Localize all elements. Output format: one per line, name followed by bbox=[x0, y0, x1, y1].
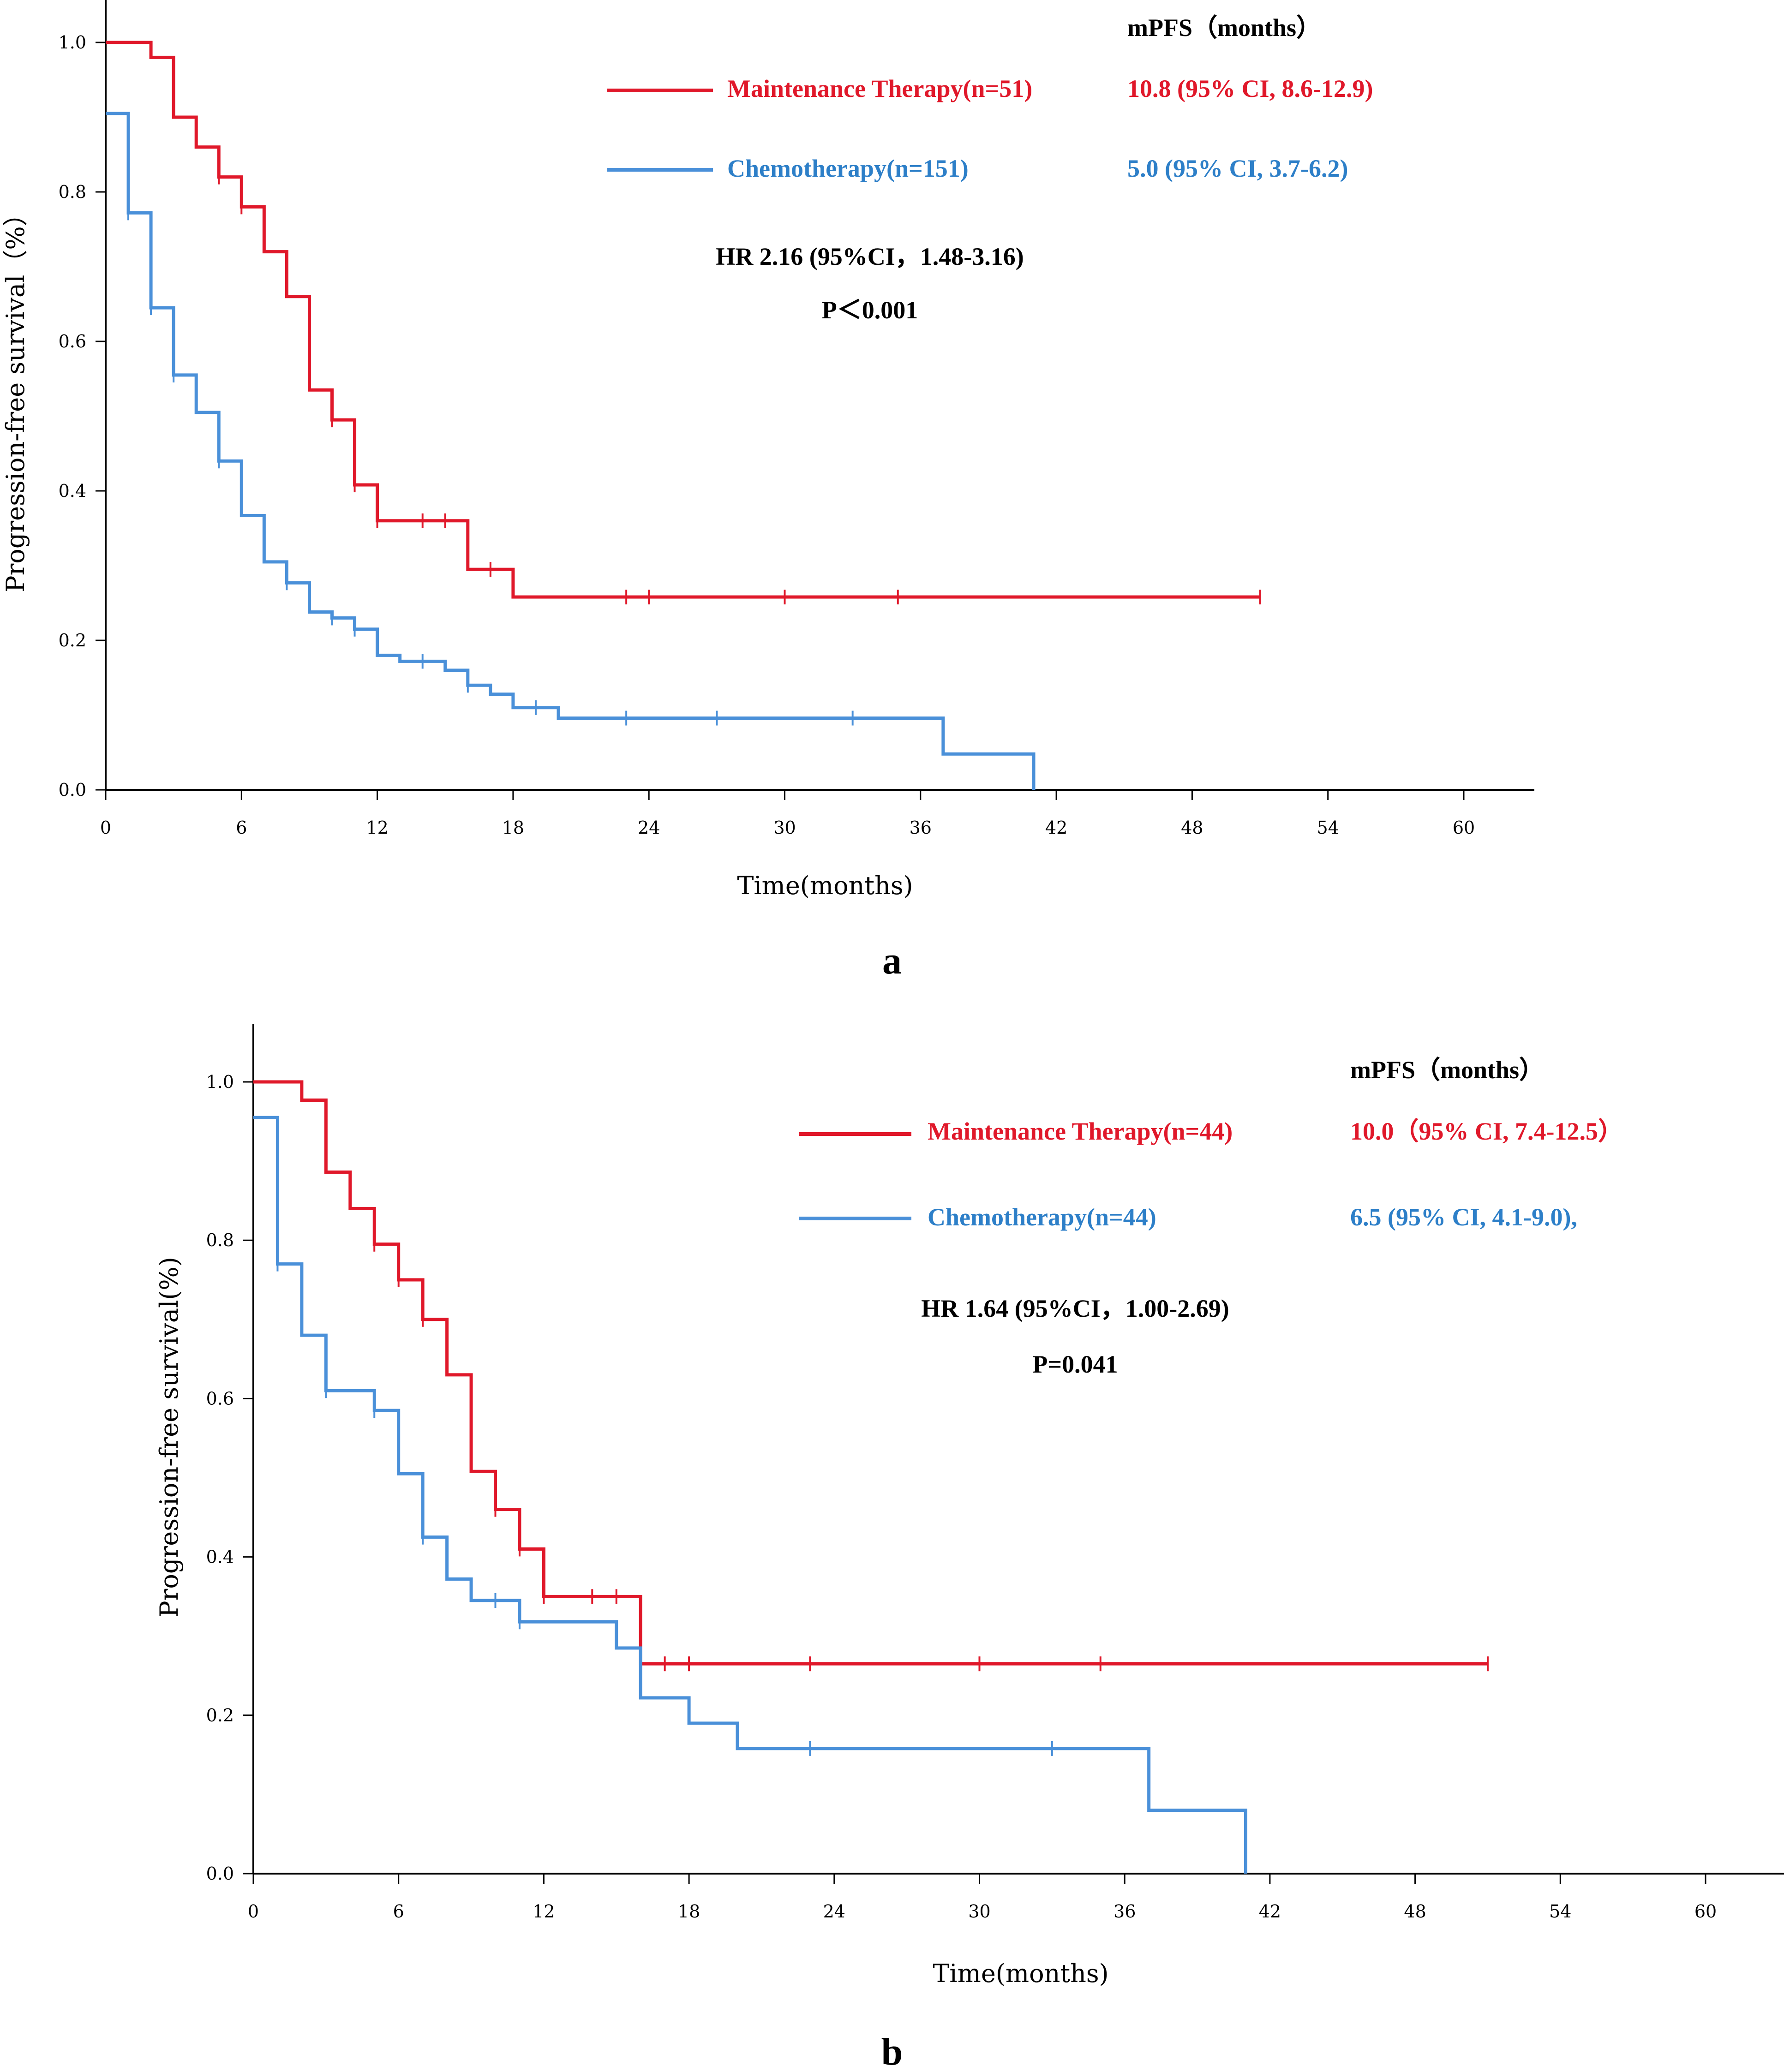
y-tick-label: 0.0 bbox=[59, 780, 86, 800]
x-tick-label: 54 bbox=[1317, 818, 1339, 838]
x-tick-label: 6 bbox=[393, 1901, 404, 1922]
x-tick-label: 48 bbox=[1181, 818, 1203, 838]
y-axis-title: Progression-free survival(%) bbox=[155, 1257, 184, 1618]
legend-mpfs-chemotherapy: 6.5 (95% CI, 4.1-9.0), bbox=[1350, 1203, 1577, 1231]
y-tick-label: 1.0 bbox=[206, 1072, 234, 1092]
x-tick-label: 30 bbox=[773, 818, 796, 838]
legend-label-chemotherapy: Chemotherapy(n=44) bbox=[928, 1203, 1156, 1231]
legend-label-chemotherapy: Chemotherapy(n=151) bbox=[727, 155, 969, 182]
x-tick-label: 36 bbox=[910, 818, 932, 838]
x-tick-label: 42 bbox=[1259, 1901, 1281, 1922]
km-curve-chemotherapy bbox=[253, 1116, 1247, 1874]
x-tick-label: 0 bbox=[100, 818, 111, 838]
panel-label: a bbox=[882, 939, 902, 982]
x-tick-label: 48 bbox=[1404, 1901, 1426, 1922]
panel-a: Progression-free survival（%） Time(months… bbox=[1, 0, 1534, 982]
y-tick-label: 0.4 bbox=[59, 481, 86, 501]
panel-b: Progression-free survival(%) Time(months… bbox=[155, 1024, 1784, 2072]
hazard-ratio: HR 2.16 (95%CI，1.48-3.16) bbox=[716, 243, 1024, 270]
x-tick-label: 12 bbox=[366, 818, 388, 838]
km-curve-maintenance bbox=[253, 1080, 1488, 1666]
x-axis-title: Time(months) bbox=[933, 1959, 1108, 1988]
x-tick-label: 24 bbox=[823, 1901, 845, 1922]
x-tick-label: 42 bbox=[1045, 818, 1067, 838]
x-axis-title: Time(months) bbox=[737, 871, 913, 900]
km-curve-chemotherapy bbox=[106, 112, 1036, 790]
legend-header: mPFS（months） bbox=[1127, 14, 1321, 42]
x-tick-label: 18 bbox=[502, 818, 524, 838]
y-tick-label: 0.6 bbox=[206, 1388, 234, 1409]
km-curve-maintenance bbox=[106, 41, 1260, 599]
x-tick-label: 12 bbox=[533, 1901, 555, 1922]
y-tick-label: 0.0 bbox=[206, 1863, 234, 1884]
x-tick-label: 0 bbox=[248, 1901, 259, 1922]
legend-mpfs-maintenance: 10.8 (95% CI, 8.6-12.9) bbox=[1127, 75, 1373, 102]
x-tick-label: 6 bbox=[236, 818, 247, 838]
x-tick-label: 30 bbox=[968, 1901, 990, 1922]
y-tick-label: 0.4 bbox=[206, 1547, 234, 1567]
p-value: P=0.041 bbox=[1032, 1350, 1118, 1378]
x-tick-label: 54 bbox=[1549, 1901, 1571, 1922]
y-tick-label: 0.2 bbox=[59, 630, 86, 651]
hazard-ratio: HR 1.64 (95%CI，1.00-2.69) bbox=[921, 1295, 1229, 1322]
legend-mpfs-chemotherapy: 5.0 (95% CI, 3.7-6.2) bbox=[1127, 155, 1348, 182]
x-tick-label: 60 bbox=[1453, 818, 1475, 838]
y-tick-label: 0.2 bbox=[206, 1705, 234, 1726]
y-tick-label: 0.6 bbox=[59, 331, 86, 352]
x-tick-label: 18 bbox=[678, 1901, 700, 1922]
y-tick-label: 0.8 bbox=[206, 1230, 234, 1250]
legend-label-maintenance: Maintenance Therapy(n=44) bbox=[928, 1117, 1233, 1145]
panel-label: b bbox=[881, 2030, 903, 2072]
p-value: P＜0.001 bbox=[822, 296, 918, 324]
x-tick-label: 60 bbox=[1694, 1901, 1717, 1922]
legend-mpfs-maintenance: 10.0（95% CI, 7.4-12.5） bbox=[1350, 1117, 1623, 1145]
x-tick-label: 36 bbox=[1114, 1901, 1136, 1922]
y-tick-label: 0.8 bbox=[59, 182, 86, 202]
x-tick-label: 24 bbox=[638, 818, 660, 838]
legend-header: mPFS（months） bbox=[1350, 1056, 1544, 1084]
y-tick-label: 1.0 bbox=[59, 32, 86, 53]
legend-label-maintenance: Maintenance Therapy(n=51) bbox=[727, 75, 1032, 102]
y-axis-title: Progression-free survival（%） bbox=[1, 201, 30, 592]
